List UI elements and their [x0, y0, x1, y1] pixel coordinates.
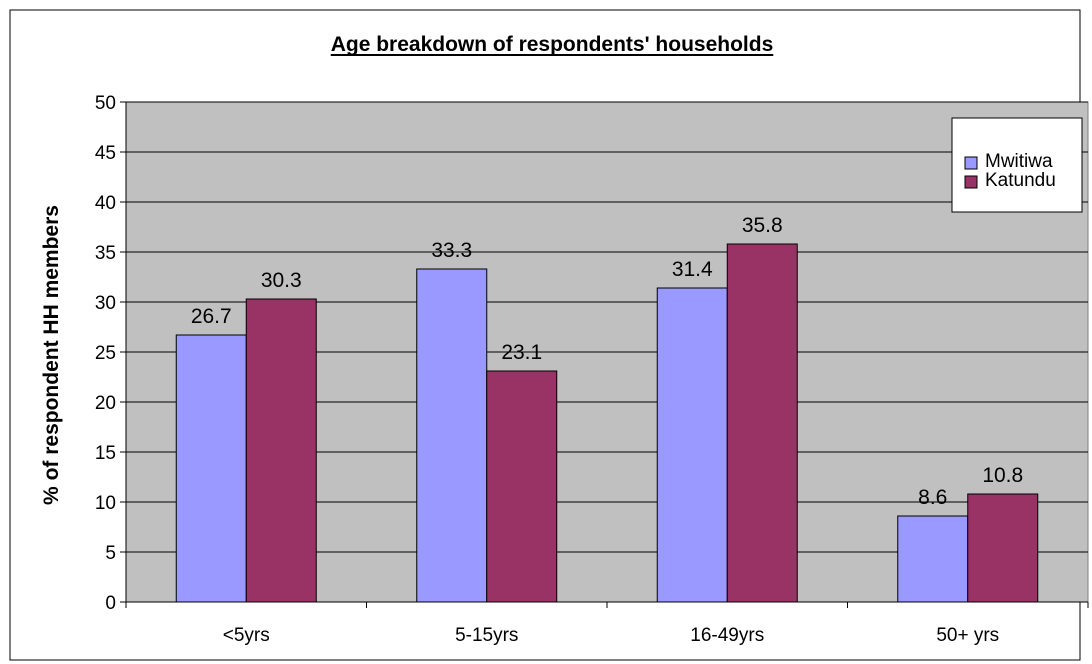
bar-mwitiwa-2	[656, 287, 728, 603]
x-tick-label: 5-15yrs	[455, 625, 518, 646]
y-axis-ticks: 0 5 10 15 20 25 30 35 40 45 50	[95, 93, 126, 614]
y-tick-label: 5	[105, 543, 116, 564]
data-labels: 26.7 30.3 33.3 23.1 31.4 35.8 8.6 10.8	[191, 214, 1023, 509]
bar-katundu-3	[967, 493, 1039, 603]
y-tick-label: 50	[95, 93, 116, 114]
y-tick-label: 0	[105, 593, 116, 614]
x-axis-ticks: <5yrs 5-15yrs 16-49yrs 50+ yrs	[125, 602, 1089, 646]
legend-label-katundu: Katundu	[985, 170, 1056, 191]
bar-mwitiwa-0	[175, 334, 247, 603]
bar-mwitiwa-1	[416, 268, 488, 603]
data-label-mwitiwa-2: 31.4	[672, 258, 713, 281]
y-axis-title: % of respondent HH members	[40, 205, 63, 505]
data-label-mwitiwa-3: 8.6	[918, 486, 947, 509]
legend-swatch-katundu	[964, 175, 978, 189]
data-label-katundu-3: 10.8	[982, 464, 1023, 487]
x-tick-label: <5yrs	[223, 625, 270, 646]
data-label-katundu-1: 23.1	[501, 341, 542, 364]
data-label-katundu-2: 35.8	[742, 214, 783, 237]
bar-katundu-1	[486, 370, 558, 603]
data-label-mwitiwa-0: 26.7	[191, 305, 232, 328]
chart-title: Age breakdown of respondents' households	[331, 33, 774, 56]
legend: Mwitiwa Katundu	[951, 117, 1083, 213]
bars	[175, 243, 1039, 603]
y-tick-label: 45	[95, 143, 116, 164]
bar-katundu-0	[245, 298, 317, 603]
y-tick-label: 40	[95, 193, 116, 214]
data-label-katundu-0: 30.3	[261, 269, 302, 292]
bar-katundu-2	[726, 243, 798, 603]
y-tick-label: 30	[95, 293, 116, 314]
data-label-mwitiwa-1: 33.3	[431, 239, 472, 262]
legend-swatch-mwitiwa	[964, 156, 978, 170]
legend-label-mwitiwa: Mwitiwa	[985, 151, 1053, 172]
y-tick-label: 35	[95, 243, 116, 264]
y-tick-label: 15	[95, 443, 116, 464]
x-tick-label: 50+ yrs	[936, 625, 999, 646]
y-tick-label: 20	[95, 393, 116, 414]
y-tick-label: 25	[95, 343, 116, 364]
bar-mwitiwa-3	[897, 515, 969, 603]
y-tick-label: 10	[95, 493, 116, 514]
x-tick-label: 16-49yrs	[690, 625, 764, 646]
